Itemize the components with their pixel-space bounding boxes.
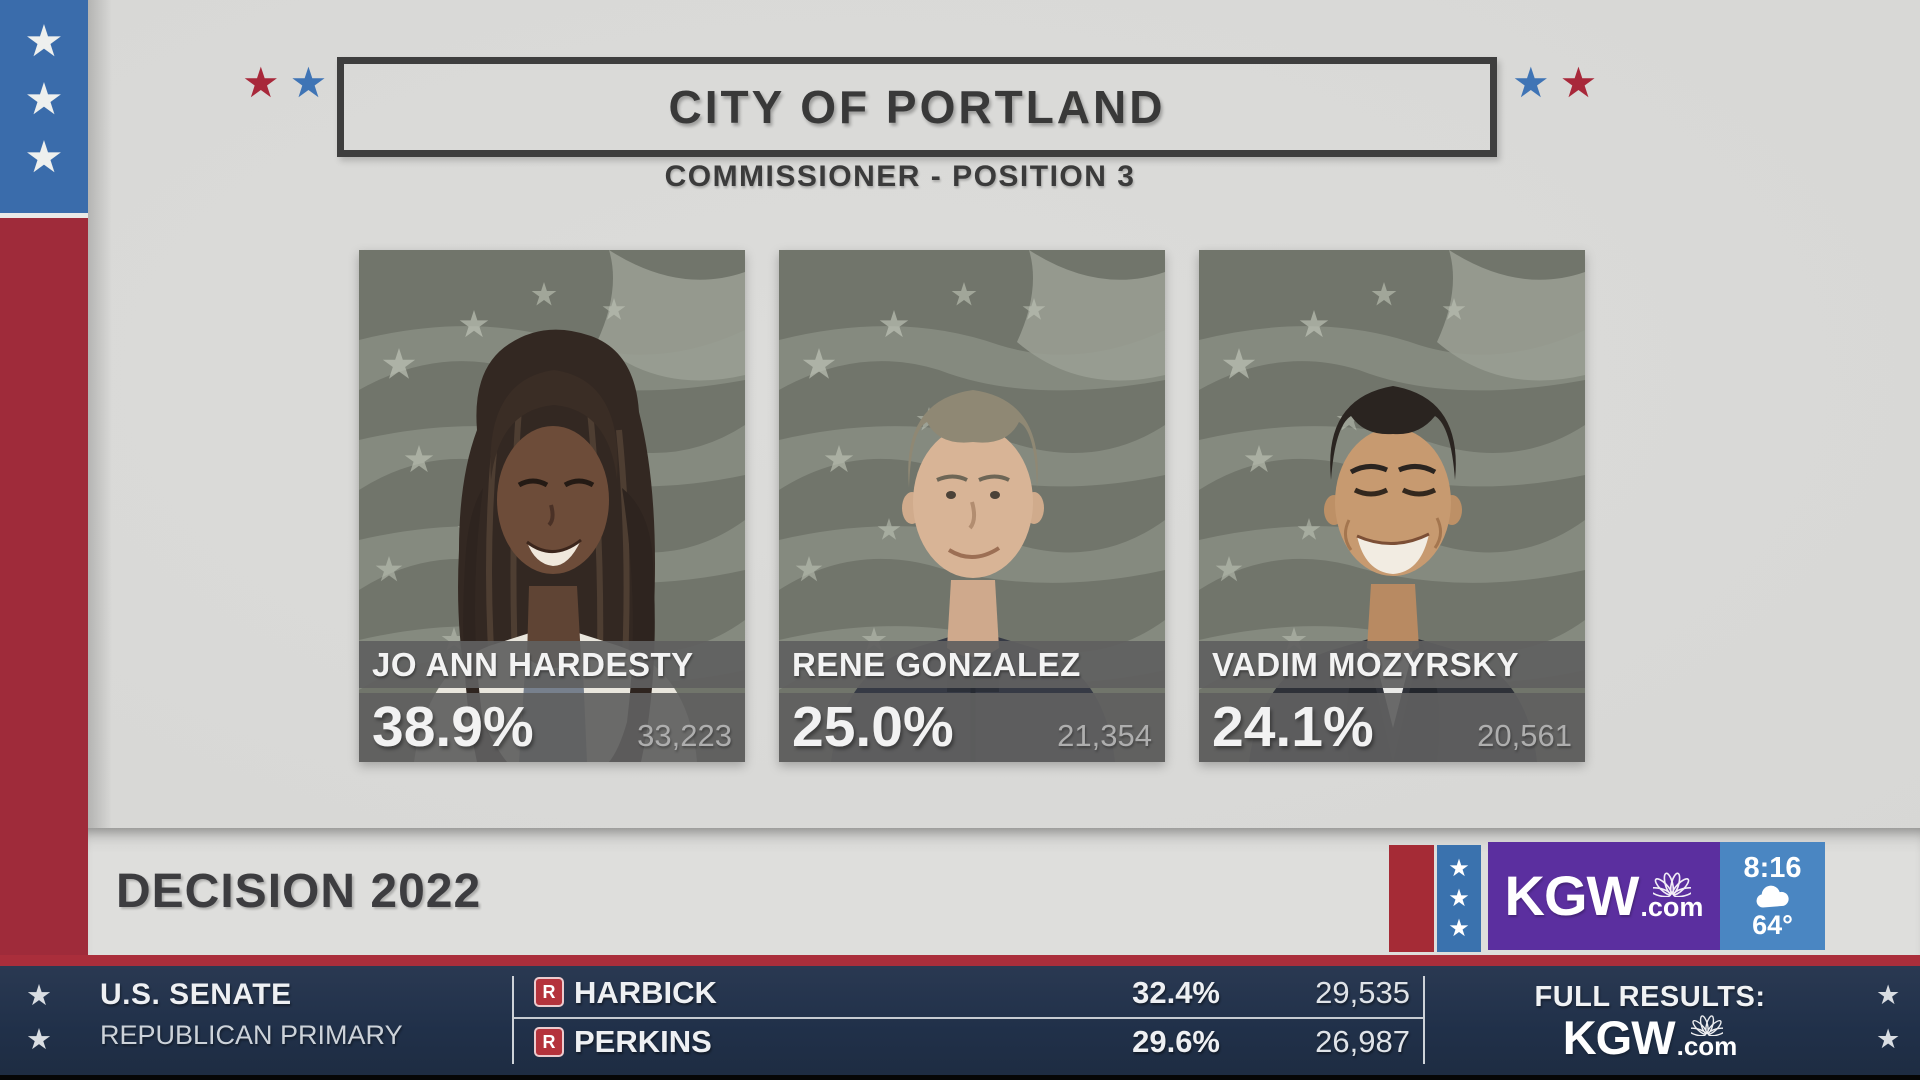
race-title-box: CITY OF PORTLAND bbox=[337, 57, 1497, 157]
star-icon: ★ bbox=[1448, 884, 1470, 912]
ticker-candidate-name: PERKINS bbox=[574, 1024, 712, 1059]
ticker-percent: 29.6% bbox=[1132, 1024, 1220, 1059]
results-ticker: ★ ★ U.S. SENATE REPUBLICAN PRIMARY R HAR… bbox=[0, 966, 1920, 1075]
candidate-card: RENE GONZALEZ 25.0% 21,354 bbox=[779, 250, 1165, 762]
kgw-logo-right: .com bbox=[1676, 1014, 1738, 1061]
race-subtitle: COMMISSIONER - POSITION 3 bbox=[664, 160, 1136, 193]
decision-title: DECISION 2022 bbox=[116, 865, 482, 918]
party-badge: R bbox=[534, 1027, 564, 1057]
temperature-readout: 64° bbox=[1752, 909, 1793, 940]
candidate-name: VADIM MOZYRSKY bbox=[1199, 641, 1585, 688]
flag-bar-divider bbox=[0, 213, 88, 218]
ticker-candidate-name: HARBICK bbox=[574, 975, 717, 1010]
kgw-logo-right: .com bbox=[1640, 871, 1703, 921]
nbc-peacock-icon bbox=[1652, 872, 1691, 898]
party-badge: R bbox=[534, 977, 564, 1007]
star-icon: ★ bbox=[24, 133, 64, 182]
star-icon: ★ bbox=[1876, 1024, 1901, 1054]
title-stars-left: ★ ★ bbox=[242, 62, 327, 104]
accent-stripe bbox=[0, 955, 1920, 966]
ticker-votes: 26,987 bbox=[1315, 1024, 1410, 1059]
full-results-label: FULL RESULTS: bbox=[1534, 981, 1766, 1014]
cloud-icon bbox=[1756, 885, 1789, 907]
station-domain: .com bbox=[1640, 892, 1704, 923]
candidate-votes: 21,354 bbox=[1057, 718, 1152, 753]
star-icon: ★ bbox=[24, 75, 64, 124]
ticker-row-separator bbox=[514, 1017, 1423, 1019]
star-icon: ★ bbox=[1559, 59, 1598, 106]
bug-star-column: ★ ★ ★ bbox=[1437, 845, 1481, 952]
station-call-letters: KGW bbox=[1562, 1010, 1676, 1064]
ticker-divider bbox=[512, 976, 514, 1064]
candidate-card: VADIM MOZYRSKY 24.1% 20,561 bbox=[1199, 250, 1585, 762]
star-icon: ★ bbox=[1876, 980, 1901, 1010]
ticker-contest: U.S. SENATE bbox=[100, 978, 292, 1011]
star-icon: ★ bbox=[1448, 914, 1470, 942]
station-call-letters: KGW bbox=[1504, 863, 1640, 927]
flag-blue-bar: ★ ★ ★ bbox=[0, 0, 88, 213]
candidate-percent: 38.9% bbox=[372, 695, 534, 759]
candidate-percent: 24.1% bbox=[1212, 695, 1374, 759]
kgw-logo-lockup: KGW .com bbox=[1504, 863, 1704, 927]
full-results-cta: FULL RESULTS: KGW .com bbox=[1435, 966, 1865, 1075]
star-icon: ★ bbox=[24, 17, 64, 66]
star-icon: ★ bbox=[242, 59, 280, 106]
star-icon: ★ bbox=[1448, 854, 1470, 882]
candidate-votes: 33,223 bbox=[637, 718, 732, 753]
star-icon: ★ bbox=[289, 59, 328, 106]
candidate-card: JO ANN HARDESTY 38.9% 33,223 bbox=[359, 250, 745, 762]
weather-widget: 8:16 64° bbox=[1720, 842, 1825, 950]
candidate-votes: 20,561 bbox=[1477, 718, 1572, 753]
left-bar-shadow bbox=[88, 0, 112, 828]
ticker-divider bbox=[1423, 976, 1425, 1064]
ticker-votes: 29,535 bbox=[1315, 975, 1410, 1010]
flag-red-bar bbox=[0, 218, 88, 966]
bug-red-block bbox=[1389, 845, 1434, 952]
letterbox-bar bbox=[0, 1075, 1920, 1080]
candidate-results: 38.9% 33,223 bbox=[359, 693, 745, 762]
title-stars-right: ★ ★ bbox=[1512, 62, 1597, 104]
candidate-results: 25.0% 21,354 bbox=[779, 693, 1165, 762]
candidate-name: JO ANN HARDESTY bbox=[359, 641, 745, 688]
candidate-results: 24.1% 20,561 bbox=[1199, 693, 1585, 762]
candidate-name: RENE GONZALEZ bbox=[779, 641, 1165, 688]
clock-time: 8:16 bbox=[1743, 851, 1802, 884]
nbc-peacock-icon bbox=[1690, 1015, 1723, 1036]
star-icon: ★ bbox=[26, 1024, 52, 1056]
kgw-logo-small: KGW .com bbox=[1562, 1010, 1738, 1064]
station-domain: .com bbox=[1676, 1030, 1738, 1061]
star-icon: ★ bbox=[1512, 59, 1550, 106]
candidate-percent: 25.0% bbox=[792, 695, 954, 759]
star-icon: ★ bbox=[26, 980, 52, 1012]
kgw-logo: KGW .com bbox=[1488, 842, 1720, 950]
ticker-percent: 32.4% bbox=[1132, 975, 1220, 1010]
race-title: CITY OF PORTLAND bbox=[668, 81, 1166, 133]
ticker-contest-detail: REPUBLICAN PRIMARY bbox=[100, 1020, 403, 1050]
